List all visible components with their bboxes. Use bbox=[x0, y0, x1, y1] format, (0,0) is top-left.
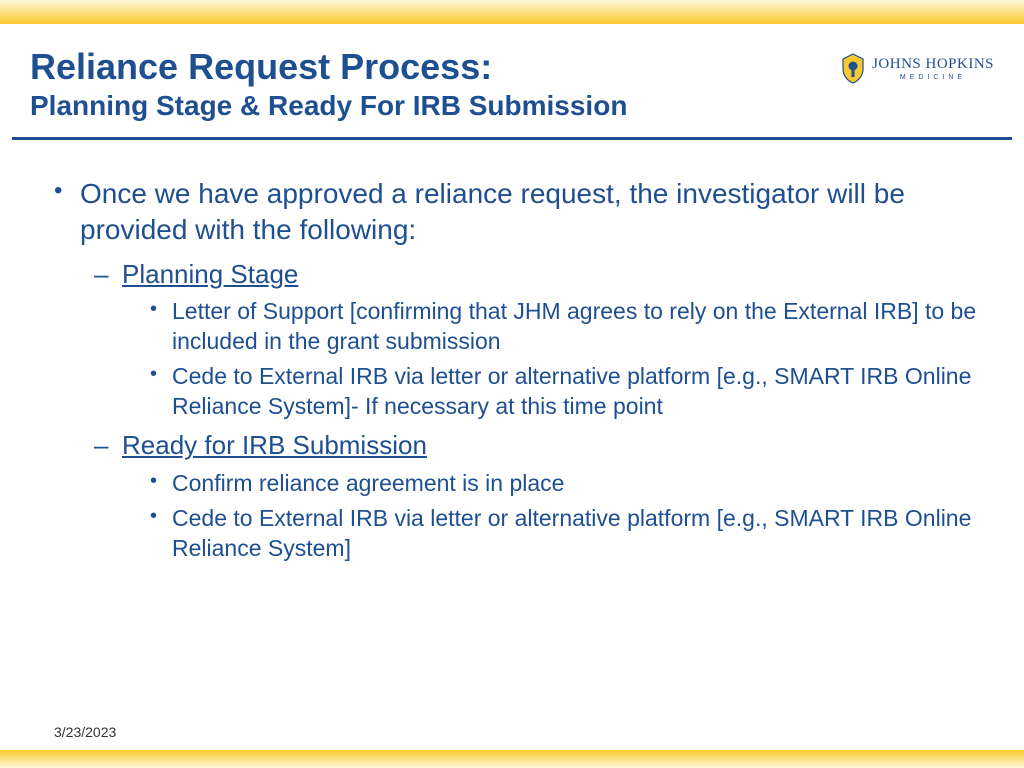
logo-subtitle: MEDICINE bbox=[900, 74, 966, 81]
list-item: Letter of Support [confirming that JHM a… bbox=[148, 297, 984, 356]
list-item: Confirm reliance agreement is in place bbox=[148, 469, 984, 498]
title-line-2: Planning Stage & Ready For IRB Submissio… bbox=[30, 89, 840, 123]
logo-name: JOHNS HOPKINS bbox=[872, 56, 994, 73]
logo-text: JOHNS HOPKINS MEDICINE bbox=[872, 56, 994, 81]
section-heading: Ready for IRB Submission bbox=[90, 429, 984, 463]
slide-header: Reliance Request Process: Planning Stage… bbox=[0, 24, 1024, 137]
title-line-1: Reliance Request Process: bbox=[30, 46, 840, 87]
jhm-logo: JOHNS HOPKINS MEDICINE bbox=[840, 52, 994, 84]
title-block: Reliance Request Process: Planning Stage… bbox=[30, 46, 840, 123]
slide-body: Once we have approved a reliance request… bbox=[0, 140, 1024, 563]
shield-icon bbox=[840, 52, 866, 84]
slide-date: 3/23/2023 bbox=[54, 724, 116, 740]
top-accent-bar bbox=[0, 0, 1024, 24]
bottom-accent-bar bbox=[0, 750, 1024, 768]
list-item: Cede to External IRB via letter or alter… bbox=[148, 362, 984, 421]
list-item: Cede to External IRB via letter or alter… bbox=[148, 504, 984, 563]
section-heading: Planning Stage bbox=[90, 258, 984, 292]
intro-bullet: Once we have approved a reliance request… bbox=[52, 176, 984, 248]
